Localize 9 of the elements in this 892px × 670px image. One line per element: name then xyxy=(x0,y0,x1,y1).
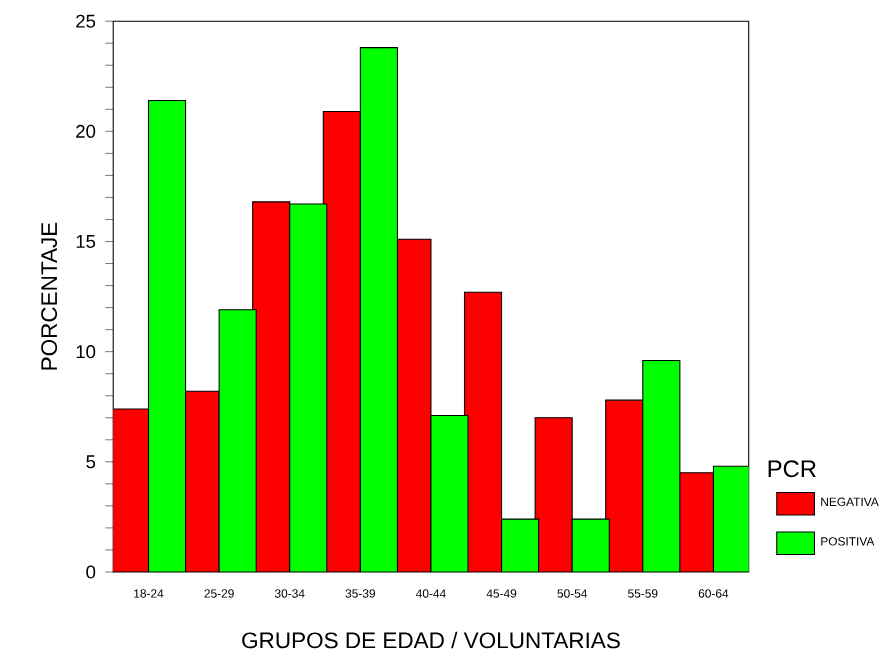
y-tick-label: 25 xyxy=(76,15,96,29)
y-tick-label: 15 xyxy=(76,235,96,249)
y-tick-label: 0 xyxy=(86,565,96,579)
x-axis-title: GRUPOS DE EDAD / VOLUNTARIAS xyxy=(242,632,620,649)
y-tick-label: 10 xyxy=(76,345,96,359)
y-tick-label: 5 xyxy=(86,455,96,469)
y-axis-title: PORCENTAJE xyxy=(41,223,58,370)
legend-title: PCR xyxy=(768,460,816,478)
y-tick-label: 20 xyxy=(76,125,96,139)
